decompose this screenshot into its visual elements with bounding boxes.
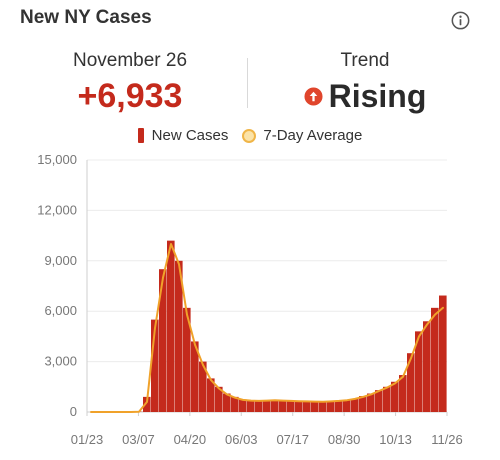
legend-item-new-cases[interactable]: New Cases	[137, 127, 229, 144]
bar-new-cases	[335, 400, 343, 412]
bar-new-cases	[159, 269, 167, 412]
y-tick-label: 0	[70, 404, 77, 419]
legend-label-7-day-average: 7-Day Average	[263, 127, 363, 144]
bar-new-cases	[367, 393, 375, 412]
trend-stat: Trend Rising	[255, 50, 475, 116]
chart-legend: New Cases 7-Day Average	[0, 127, 500, 144]
bar-new-cases	[175, 260, 183, 412]
bar-new-cases	[311, 401, 319, 412]
bar-new-cases	[143, 396, 151, 412]
bar-new-cases	[215, 386, 223, 412]
trend-value: Rising	[328, 78, 427, 114]
trend-label: Trend	[340, 50, 390, 71]
bar-new-cases	[359, 396, 367, 412]
bar-new-cases	[423, 321, 431, 412]
bar-new-cases	[375, 390, 383, 412]
new-cases-swatch	[137, 128, 144, 143]
bar-new-cases	[287, 400, 295, 412]
bar-new-cases	[167, 240, 175, 412]
new-cases-value: +6,933	[77, 77, 183, 115]
stat-divider	[247, 58, 248, 108]
x-tick-label: 01/23	[71, 432, 104, 447]
bar-new-cases	[415, 331, 423, 412]
date-label: November 26	[72, 50, 188, 71]
bar-new-cases	[263, 400, 271, 412]
bar-new-cases	[343, 399, 351, 412]
bar-new-cases	[255, 400, 263, 412]
bar-new-cases	[327, 401, 335, 412]
latest-cases-stat: November 26 +6,933	[20, 50, 240, 116]
card-title: New NY Cases	[20, 7, 152, 28]
y-tick-label: 15,000	[37, 152, 77, 167]
bar-new-cases	[439, 295, 447, 412]
bar-new-cases	[199, 361, 207, 412]
bar-new-cases	[431, 307, 439, 412]
bar-new-cases	[383, 386, 391, 412]
bar-new-cases	[399, 375, 407, 412]
legend-label-new-cases: New Cases	[151, 127, 229, 144]
bar-new-cases	[207, 378, 215, 412]
x-tick-label: 11/26	[431, 432, 463, 447]
bar-new-cases	[191, 341, 199, 412]
x-tick-label: 04/20	[174, 432, 207, 447]
y-tick-label: 6,000	[44, 303, 77, 318]
bar-new-cases	[303, 401, 311, 412]
info-circle-icon[interactable]	[451, 11, 470, 30]
bar-new-cases	[183, 307, 191, 412]
x-tick-label: 03/07	[122, 432, 155, 447]
bar-new-cases	[407, 353, 415, 412]
bar-new-cases	[223, 393, 231, 412]
bar-new-cases	[279, 400, 287, 412]
bar-new-cases	[271, 399, 279, 412]
7-day-average-swatch	[242, 128, 257, 143]
bar-new-cases	[295, 400, 303, 412]
x-tick-label: 07/17	[276, 432, 309, 447]
bar-new-cases	[151, 319, 159, 412]
x-tick-label: 08/30	[328, 432, 361, 447]
bar-new-cases	[351, 398, 359, 412]
bar-new-cases	[319, 401, 327, 412]
y-tick-label: 3,000	[44, 354, 77, 369]
x-tick-label: 06/03	[225, 432, 258, 447]
y-tick-label: 12,000	[37, 202, 77, 217]
line-7-day-average	[90, 243, 444, 413]
y-tick-label: 9,000	[44, 253, 77, 268]
bar-new-cases	[247, 400, 255, 412]
bar-new-cases	[231, 396, 239, 412]
cases-chart: 0 3,000 6,000 9,000 12,000 15,000 01/23 03/07 04…	[37, 152, 463, 447]
bar-new-cases	[239, 399, 247, 412]
arrow-up-circle-icon	[304, 86, 323, 106]
legend-item-7-day-average[interactable]: 7-Day Average	[242, 127, 362, 144]
x-tick-label: 10/13	[379, 432, 412, 447]
trend-row: Rising	[255, 76, 475, 116]
bar-new-cases	[391, 381, 399, 412]
